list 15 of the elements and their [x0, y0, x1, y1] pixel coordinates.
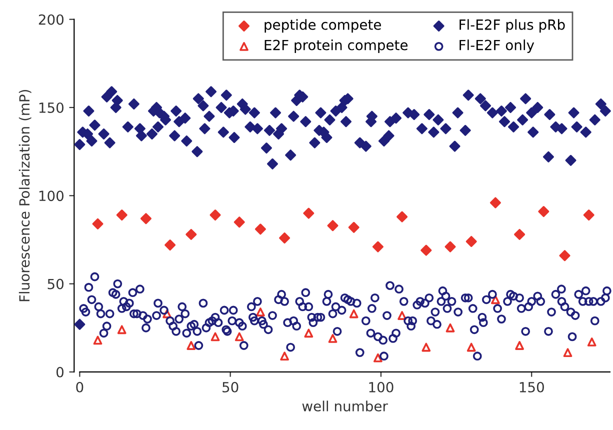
- y-tick-label: 150: [39, 102, 64, 113]
- legend-label: Fl-E2F only: [460, 40, 534, 53]
- y-axis-title: Fluorescence Polarization (mP): [18, 90, 32, 302]
- x-tick-label: 100: [369, 382, 394, 392]
- legend-label: Fl-E2F plus pRb: [460, 19, 565, 33]
- y-tick-label: 0: [56, 366, 64, 378]
- x-tick-label: 150: [520, 382, 544, 392]
- x-tick-label: 0: [76, 382, 84, 392]
- y-tick-label: 100: [39, 190, 64, 202]
- legend-label: peptide compete: [264, 19, 381, 33]
- y-tick-label: 200: [38, 14, 64, 25]
- x-tick-label: 50: [222, 382, 238, 392]
- x-axis-title: well number: [302, 400, 388, 412]
- legend-label: E2F protein compete: [264, 40, 408, 53]
- y-tick-label: 50: [48, 278, 64, 290]
